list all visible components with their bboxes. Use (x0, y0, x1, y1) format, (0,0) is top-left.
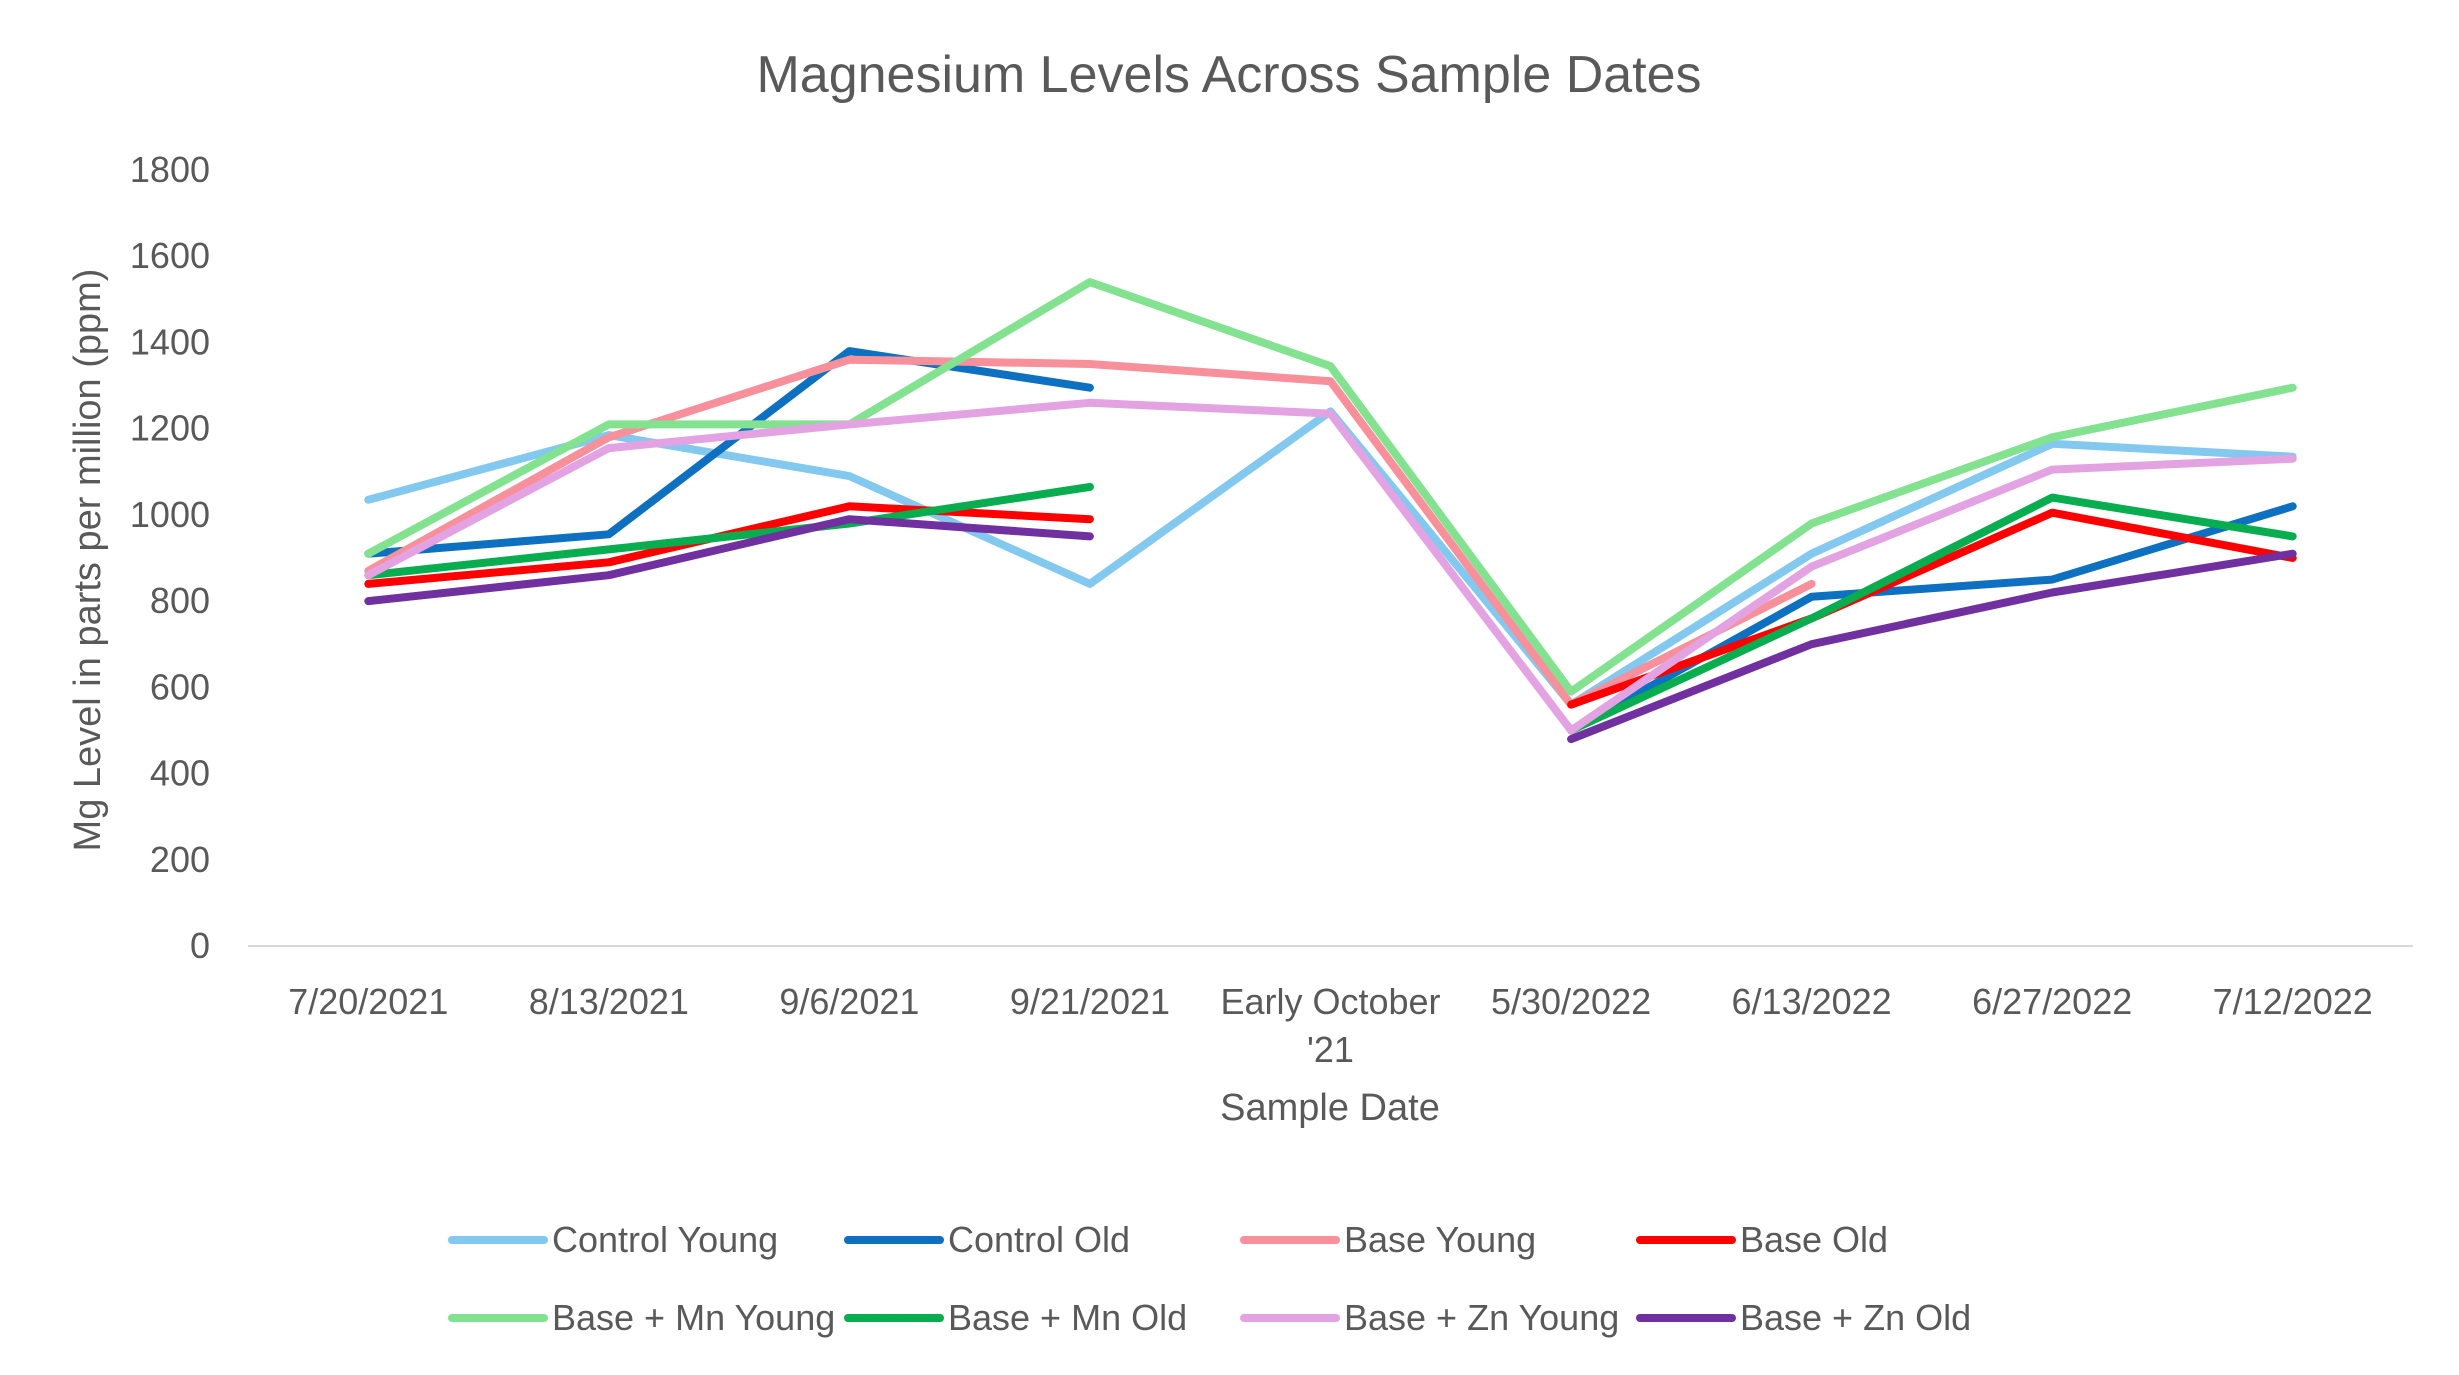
data-point (605, 433, 613, 441)
y-axis-tick-labels: 0 200 400 600 800 1000 1200 1400 1600 1800 (130, 149, 210, 966)
legend-label: Base + Zn Old (1740, 1297, 1971, 1338)
data-point (2048, 494, 2056, 502)
y-tick-label: 1200 (130, 408, 210, 449)
data-point (605, 545, 613, 553)
series-line-base-young (364, 355, 1816, 709)
data-point (1086, 360, 1094, 368)
data-point (605, 558, 613, 566)
data-point (1808, 614, 1816, 622)
data-point (1327, 377, 1335, 385)
legend-label: Base + Mn Old (948, 1297, 1187, 1338)
x-tick-label: 6/13/2022 (1732, 981, 1892, 1022)
legend-item: Control Young (448, 1219, 778, 1260)
legend-item: Base Old (1636, 1219, 1888, 1260)
data-point (605, 420, 613, 428)
data-point (2289, 384, 2297, 392)
legend-item: Base + Mn Young (448, 1297, 835, 1338)
data-point (364, 597, 372, 605)
legend-item: Base + Zn Young (1240, 1297, 1619, 1338)
data-point (1086, 532, 1094, 540)
chart-title: Magnesium Levels Across Sample Dates (756, 46, 1701, 104)
data-point (2048, 433, 2056, 441)
y-tick-label: 1000 (130, 494, 210, 535)
data-point (605, 571, 613, 579)
data-point (1567, 735, 1575, 743)
legend-item: Base + Zn Old (1636, 1297, 1971, 1338)
data-point (364, 580, 372, 588)
legend-label: Control Young (552, 1219, 778, 1260)
data-point (2289, 502, 2297, 510)
data-point (845, 347, 853, 355)
data-point (2289, 532, 2297, 540)
data-point (1808, 593, 1816, 601)
data-point (1086, 278, 1094, 286)
x-tick-label: 7/12/2022 (2213, 981, 2373, 1022)
data-point (845, 356, 853, 364)
data-point (1567, 726, 1575, 734)
data-point (1086, 483, 1094, 491)
legend-label: Base + Mn Young (552, 1297, 835, 1338)
data-point (605, 444, 613, 452)
x-tick-label: 9/6/2021 (779, 981, 919, 1022)
data-point (2048, 588, 2056, 596)
x-tick-label: 8/13/2021 (529, 981, 689, 1022)
data-point (1086, 580, 1094, 588)
data-point (1086, 399, 1094, 407)
data-point (364, 496, 372, 504)
y-tick-label: 1800 (130, 149, 210, 190)
data-point (2048, 466, 2056, 474)
y-tick-label: 800 (150, 580, 210, 621)
data-point (2289, 550, 2297, 558)
x-axis-title: Sample Date (1220, 1087, 1440, 1129)
y-tick-label: 1400 (130, 321, 210, 362)
data-point (1567, 688, 1575, 696)
series-line-base-zn-old (364, 515, 2297, 744)
legend: Control Young Control Old Base Young Base O… (448, 1219, 1971, 1338)
data-point (605, 530, 613, 538)
y-tick-label: 1600 (130, 235, 210, 276)
y-tick-label: 200 (150, 839, 210, 880)
data-point (1808, 580, 1816, 588)
y-tick-label: 400 (150, 753, 210, 794)
series-line-base-mn-young (364, 278, 2297, 696)
x-tick-label: Early October '21 (1220, 981, 1440, 1070)
data-point (1808, 640, 1816, 648)
data-point (845, 502, 853, 510)
data-point (1327, 410, 1335, 418)
x-tick-label: 6/27/2022 (1972, 981, 2132, 1022)
legend-item: Base Young (1240, 1219, 1536, 1260)
x-tick-label: 9/21/2021 (1010, 981, 1170, 1022)
data-point (845, 420, 853, 428)
data-point (845, 472, 853, 480)
x-tick-label: 7/20/2021 (288, 981, 448, 1022)
legend-item: Control Old (844, 1219, 1130, 1260)
y-tick-label: 600 (150, 666, 210, 707)
data-point (1567, 701, 1575, 709)
series-lines (364, 278, 2297, 744)
x-tick-label: 5/30/2022 (1491, 981, 1651, 1022)
data-point (1808, 550, 1816, 558)
legend-label: Control Old (948, 1219, 1130, 1260)
legend-label: Base + Zn Young (1344, 1297, 1619, 1338)
legend-label: Base Young (1344, 1219, 1536, 1260)
data-point (2048, 576, 2056, 584)
y-tick-label: 0 (190, 925, 210, 966)
data-point (364, 571, 372, 579)
data-point (1808, 520, 1816, 528)
y-axis-title: Mg Level in parts per million (ppm) (67, 269, 109, 852)
legend-item: Base + Mn Old (844, 1297, 1187, 1338)
series-line-base-zn-young (364, 398, 2297, 735)
x-axis-tick-labels: 7/20/2021 8/13/2021 9/6/2021 9/21/2021 Early… (288, 981, 2373, 1070)
data-point (364, 550, 372, 558)
data-point (2048, 509, 2056, 517)
data-point (1086, 384, 1094, 392)
data-point (1327, 362, 1335, 370)
data-point (1086, 515, 1094, 523)
series-line-base-mn-old (364, 482, 2297, 735)
legend-label: Base Old (1740, 1219, 1888, 1260)
data-point (845, 515, 853, 523)
data-point (1808, 563, 1816, 571)
data-point (2289, 455, 2297, 463)
